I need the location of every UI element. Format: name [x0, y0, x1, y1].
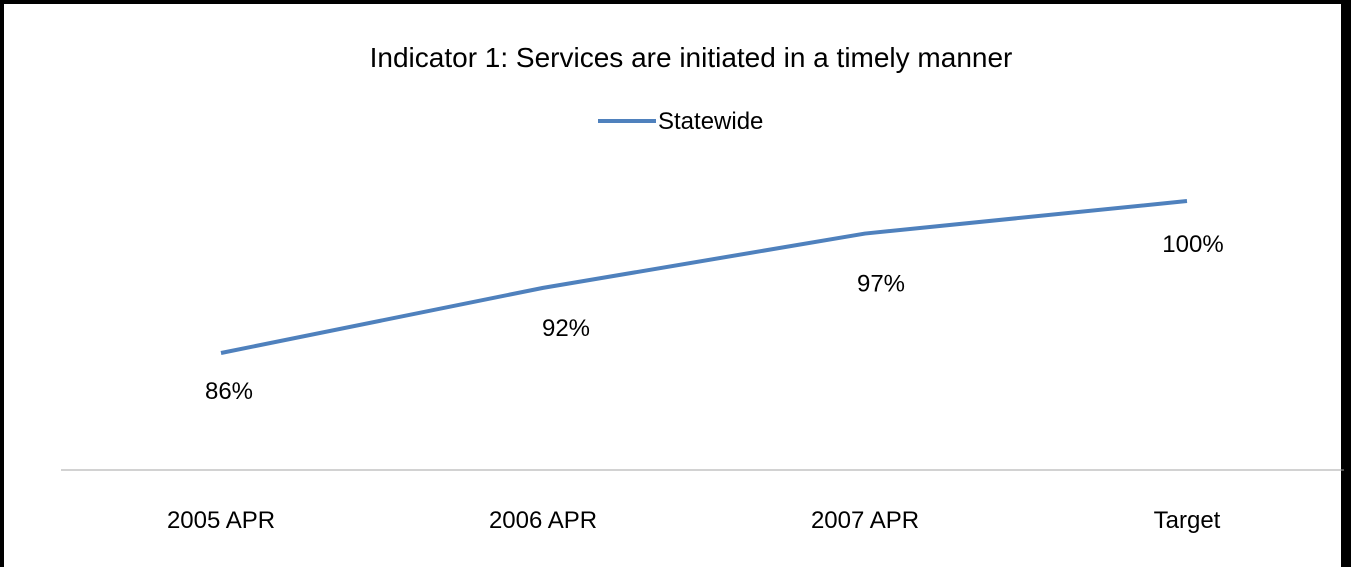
legend: Statewide: [598, 108, 763, 135]
x-axis-tick-labels: 2005 APR 2006 APR 2007 APR Target: [167, 507, 1221, 534]
data-label: 100%: [1162, 231, 1223, 258]
line-chart: Indicator 1: Services are initiated in a…: [61, 42, 1344, 534]
x-tick-label: 2005 APR: [167, 507, 275, 534]
data-label: 97%: [857, 271, 905, 298]
data-label: 86%: [205, 378, 253, 405]
series-lines: [220, 199, 1188, 355]
data-labels: 86% 92% 97% 100%: [205, 231, 1224, 405]
data-label: 92%: [542, 315, 590, 342]
x-tick-label: 2006 APR: [489, 507, 597, 534]
series-line-statewide: [220, 199, 1188, 355]
legend-label-statewide: Statewide: [658, 108, 763, 135]
x-tick-label: 2007 APR: [811, 507, 919, 534]
chart-title: Indicator 1: Services are initiated in a…: [370, 42, 1013, 73]
x-tick-label: Target: [1154, 507, 1221, 534]
